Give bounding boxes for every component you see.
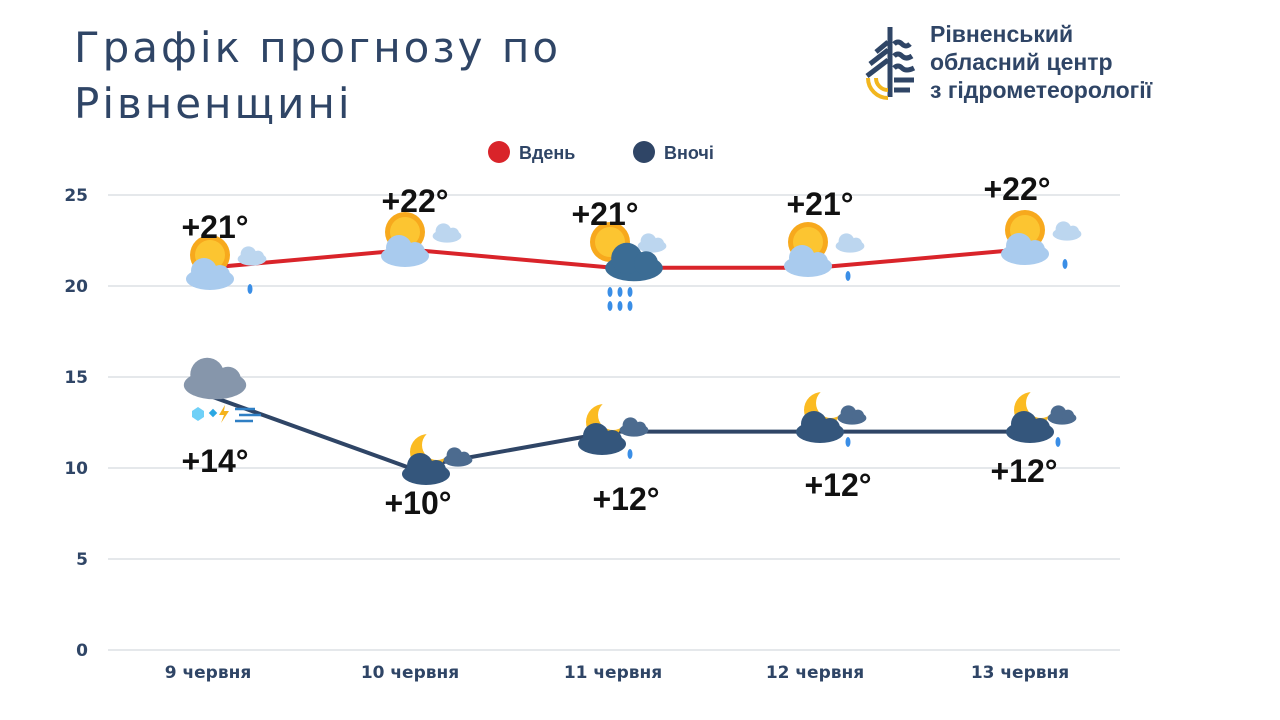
moon-cloudy-icon [402,430,473,485]
night-temp-label: +12° [592,481,659,517]
partly-cloudy-rain-icon [1001,210,1082,269]
y-tick-label: 25 [64,186,88,206]
legend-day-label: Вдень [519,143,575,163]
x-tick-label: 12 червня [766,663,864,683]
day-temp-label: +22° [381,183,448,219]
partly-cloudy-rain-icon [784,222,865,281]
y-tick-label: 5 [76,550,88,570]
y-tick-label: 20 [64,277,88,297]
night-temp-label: +12° [990,453,1057,489]
partly-cloudy-icon [381,212,462,267]
logo-line: з гідрометеорології [930,77,1153,103]
legend-night-marker [633,141,655,163]
night-temp-label: +14° [181,443,248,479]
y-tick-label: 0 [76,641,88,661]
partly-cloudy-rain-icon [186,235,267,294]
drop-logo-icon [865,27,916,100]
y-tick-label: 10 [64,459,88,479]
partly-cloudy-heavy-rain-icon [590,222,667,311]
y-tick-label: 15 [64,368,88,388]
cloud-hail-thunder-wind-icon [183,357,261,423]
logo: Рівненський обласний центр з гідрометеор… [862,20,1152,104]
day-temp-label: +21° [181,209,248,245]
x-tick-label: 9 червня [165,663,252,683]
x-tick-label: 13 червня [971,663,1069,683]
night-temp-label: +10° [384,485,451,521]
moon-cloudy-rain-icon [578,400,649,459]
day-temp-label: +21° [786,186,853,222]
legend-night-label: Вночі [664,143,714,163]
day-temp-label: +22° [983,171,1050,207]
page-title: Графік прогнозу по Рівненщині [74,23,562,128]
moon-cloudy-rain-icon [1006,388,1077,447]
x-tick-label: 11 червня [564,663,662,683]
logo-line: Рівненський [930,21,1074,47]
x-tick-label: 10 червня [361,663,459,683]
night-temp-label: +12° [804,467,871,503]
legend-day-marker [488,141,510,163]
moon-cloudy-rain-icon [796,388,867,447]
logo-line: обласний центр [930,49,1113,75]
day-temp-label: +21° [571,196,638,232]
